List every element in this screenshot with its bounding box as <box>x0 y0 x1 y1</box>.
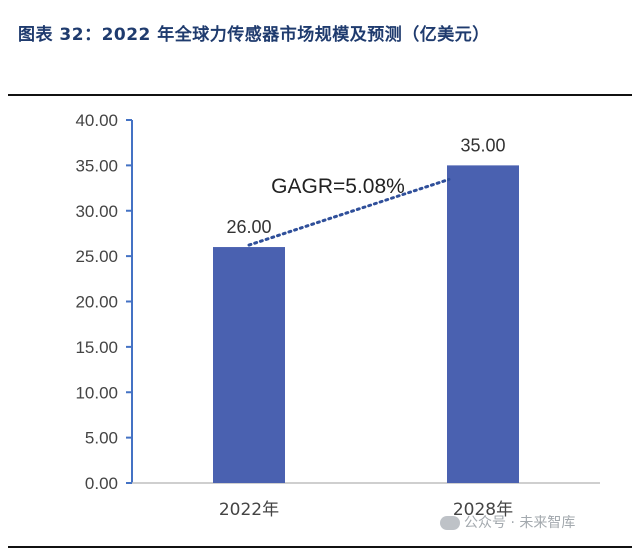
bar <box>447 165 519 483</box>
y-tick-label: 15.00 <box>75 338 118 357</box>
trend-line <box>247 177 451 247</box>
y-tick-label: 5.00 <box>85 429 118 448</box>
y-tick-label: 35.00 <box>75 156 118 175</box>
bar <box>213 247 285 483</box>
y-tick-label: 30.00 <box>75 202 118 221</box>
watermark-text: 公众号 · 未来智库 <box>464 515 576 531</box>
bar-value-label: 35.00 <box>460 135 505 155</box>
bar-value-label: 26.00 <box>226 217 271 237</box>
bottom-rule <box>8 546 632 548</box>
x-tick-label: 2028年 <box>453 500 513 520</box>
x-tick-label: 2022年 <box>219 500 279 520</box>
figure-title: 图表 32：2022 年全球力传感器市场规模及预测（亿美元） <box>18 25 490 45</box>
y-tick-label: 20.00 <box>75 293 118 312</box>
y-tick-label: 40.00 <box>75 111 118 130</box>
y-tick-label: 25.00 <box>75 247 118 266</box>
y-tick-label: 10.00 <box>75 383 118 402</box>
watermark: 公众号 · 未来智库 <box>440 512 575 532</box>
y-tick-label: 0.00 <box>85 474 118 493</box>
top-rule <box>8 94 632 96</box>
cagr-annotation: GAGR=5.08% <box>271 175 405 198</box>
wechat-icon <box>440 516 460 530</box>
